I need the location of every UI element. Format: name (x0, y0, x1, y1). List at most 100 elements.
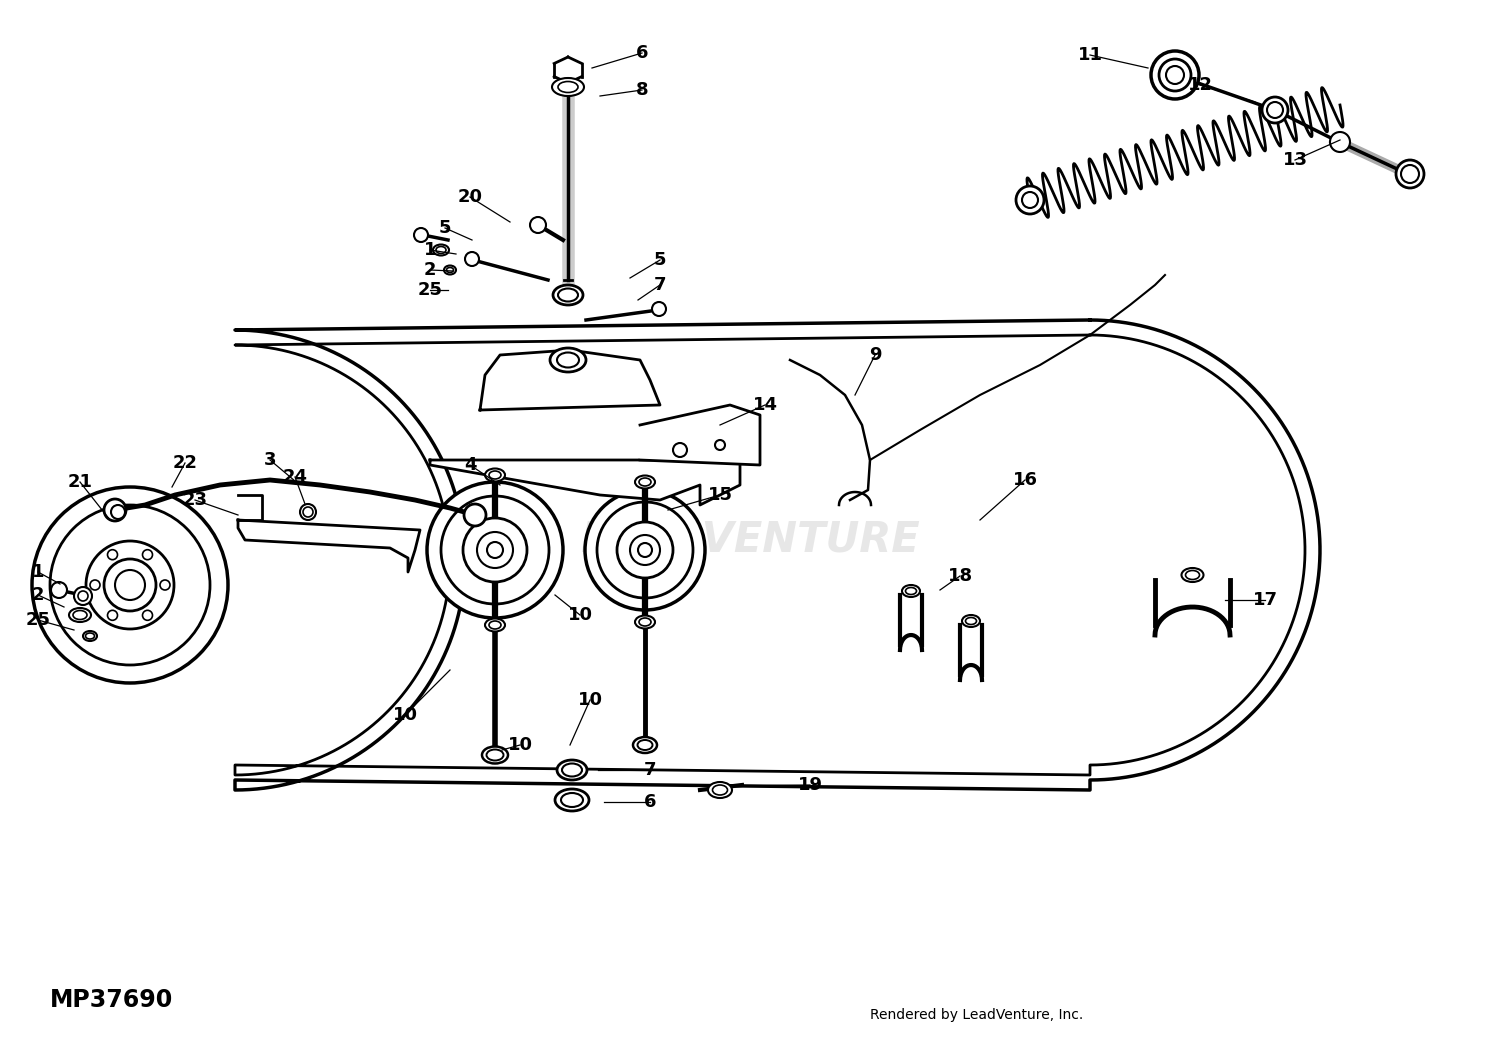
Circle shape (32, 487, 228, 683)
Text: 5: 5 (438, 219, 452, 237)
Ellipse shape (633, 737, 657, 753)
Ellipse shape (712, 785, 728, 795)
Ellipse shape (902, 584, 920, 597)
Text: 13: 13 (1282, 151, 1308, 168)
Circle shape (1166, 66, 1184, 84)
Text: 25: 25 (417, 281, 442, 300)
Ellipse shape (906, 588, 916, 595)
Circle shape (86, 541, 174, 629)
Circle shape (464, 518, 526, 582)
Text: 11: 11 (1077, 46, 1102, 64)
Circle shape (108, 610, 117, 620)
Polygon shape (480, 350, 660, 410)
Circle shape (74, 587, 92, 605)
Circle shape (1330, 132, 1350, 152)
Circle shape (414, 228, 428, 242)
Text: 10: 10 (578, 691, 603, 709)
Ellipse shape (552, 78, 584, 96)
Ellipse shape (558, 81, 578, 93)
Text: 4: 4 (464, 456, 477, 474)
Ellipse shape (638, 740, 652, 750)
Ellipse shape (962, 615, 980, 627)
Ellipse shape (86, 633, 94, 639)
Ellipse shape (639, 618, 651, 626)
Text: Rendered by LeadVenture, Inc.: Rendered by LeadVenture, Inc. (870, 1008, 1083, 1022)
Ellipse shape (433, 244, 448, 256)
Circle shape (652, 302, 666, 316)
Circle shape (585, 490, 705, 610)
Text: 2: 2 (32, 586, 45, 604)
Polygon shape (238, 520, 420, 572)
Circle shape (616, 522, 674, 578)
Text: 17: 17 (1252, 591, 1278, 609)
Text: 14: 14 (753, 396, 777, 414)
Text: 8: 8 (636, 81, 648, 99)
Circle shape (104, 499, 126, 521)
Ellipse shape (484, 619, 506, 631)
Circle shape (716, 440, 724, 450)
Text: 7: 7 (654, 276, 666, 294)
Ellipse shape (82, 631, 98, 641)
Text: 7: 7 (644, 761, 657, 779)
Text: 10: 10 (393, 706, 417, 724)
Polygon shape (640, 405, 760, 465)
Ellipse shape (1182, 568, 1203, 582)
Text: 18: 18 (948, 567, 972, 584)
Text: 9: 9 (868, 346, 882, 364)
Ellipse shape (484, 468, 506, 482)
Text: 19: 19 (798, 776, 822, 794)
Ellipse shape (74, 610, 87, 620)
Ellipse shape (550, 348, 586, 372)
Ellipse shape (444, 265, 456, 275)
Ellipse shape (554, 285, 584, 305)
Text: 25: 25 (26, 610, 51, 629)
Circle shape (530, 217, 546, 233)
Circle shape (1396, 160, 1423, 188)
Ellipse shape (562, 763, 582, 777)
Circle shape (111, 505, 125, 519)
Circle shape (427, 482, 562, 618)
Text: 12: 12 (1188, 76, 1212, 94)
Ellipse shape (1185, 571, 1200, 579)
Text: 24: 24 (282, 468, 308, 486)
Text: 22: 22 (172, 454, 198, 472)
Circle shape (51, 582, 68, 598)
Circle shape (488, 542, 502, 558)
Ellipse shape (708, 782, 732, 798)
Ellipse shape (447, 267, 453, 272)
Circle shape (638, 543, 652, 557)
Ellipse shape (639, 478, 651, 486)
Ellipse shape (482, 747, 508, 763)
Circle shape (674, 443, 687, 457)
Ellipse shape (634, 616, 656, 628)
Polygon shape (238, 495, 262, 520)
Text: 10: 10 (507, 736, 532, 754)
Text: 2: 2 (423, 261, 436, 279)
Text: 10: 10 (567, 606, 592, 624)
Ellipse shape (69, 608, 92, 622)
Ellipse shape (556, 760, 586, 780)
Ellipse shape (558, 288, 578, 302)
Text: 6: 6 (636, 44, 648, 62)
Circle shape (465, 252, 478, 266)
Circle shape (90, 580, 101, 590)
Text: 5: 5 (654, 251, 666, 269)
Circle shape (1150, 51, 1198, 99)
Circle shape (1262, 97, 1288, 123)
Circle shape (1401, 165, 1419, 183)
Circle shape (1022, 192, 1038, 208)
Text: 1: 1 (423, 241, 436, 259)
Circle shape (108, 550, 117, 560)
Circle shape (142, 550, 153, 560)
Text: 23: 23 (183, 491, 207, 509)
Text: 20: 20 (458, 188, 483, 206)
Circle shape (104, 560, 156, 610)
Polygon shape (430, 460, 740, 505)
Ellipse shape (561, 792, 584, 807)
Polygon shape (554, 57, 582, 83)
Text: 21: 21 (68, 473, 93, 491)
Text: MP37690: MP37690 (50, 988, 172, 1012)
Ellipse shape (489, 621, 501, 629)
Circle shape (1016, 186, 1044, 214)
Circle shape (1160, 59, 1191, 90)
